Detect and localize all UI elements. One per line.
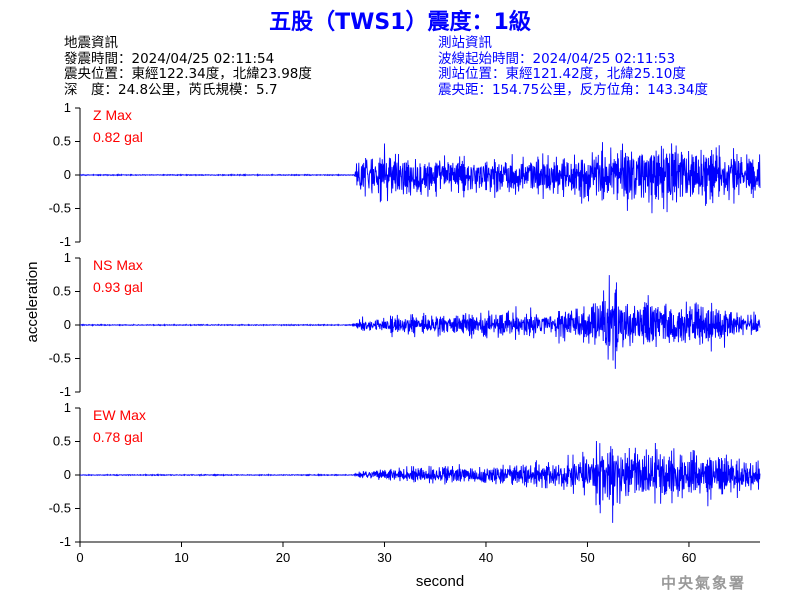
station-info: 測站資訊 波線起始時間：2024/04/25 02:11:53 測站位置：東經1… (438, 36, 708, 98)
y-tick-label: 0 (64, 167, 71, 182)
waveform-trace-1 (79, 275, 761, 369)
x-tick-label: 30 (377, 550, 391, 565)
x-tick-label: 60 (682, 550, 696, 565)
x-tick-label: 50 (580, 550, 594, 565)
epicenter: 震央位置：東經122.34度，北緯23.98度 (64, 66, 312, 82)
y-tick-label: 1 (64, 400, 71, 415)
waveform-trace-0 (79, 142, 761, 214)
y-tick-label: 1 (64, 100, 71, 115)
earthquake-info: 地震資訊 發震時間：2024/04/25 02:11:54 震央位置：東經122… (64, 36, 312, 98)
y-tick-label: 0.5 (53, 134, 71, 149)
series-name-label: NS Max (93, 257, 143, 273)
y-tick-label: -0.5 (49, 351, 71, 366)
y-tick-label: -1 (59, 234, 71, 249)
depth-magnitude: 深 度：24.8公里，芮氏規模：5.7 (64, 81, 278, 98)
series-name-label: Z Max (93, 107, 132, 123)
series-max-value: 0.78 gal (93, 429, 143, 445)
waveform-trace-2 (79, 441, 761, 523)
series-max-value: 0.82 gal (93, 129, 143, 145)
x-tick-label: 40 (479, 550, 493, 565)
y-tick-label: -0.5 (49, 201, 71, 216)
series-name-label: EW Max (93, 407, 146, 423)
y-tick-label: 0.5 (53, 284, 71, 299)
chart-title: 五股（TWS1）震度：1級 (269, 10, 531, 35)
arrival-time: 波線起始時間：2024/04/25 02:11:53 (438, 50, 676, 67)
x-tick-label: 0 (76, 550, 83, 565)
distance-azimuth: 震央距：154.75公里，反方位角：143.34度 (438, 81, 708, 98)
station-location: 測站位置：東經121.42度，北緯25.10度 (438, 66, 686, 82)
origin-time: 發震時間：2024/04/25 02:11:54 (64, 50, 275, 67)
x-tick-label: 10 (174, 550, 188, 565)
x-tick-label: 20 (276, 550, 290, 565)
earthquake-info-heading: 地震資訊 (64, 35, 118, 51)
x-axis-label: second (416, 573, 464, 590)
y-tick-label: 0 (64, 317, 71, 332)
credit-text: 中央氣象署 (660, 574, 746, 592)
series-max-value: 0.93 gal (93, 279, 143, 295)
y-tick-label: 1 (64, 250, 71, 265)
station-info-heading: 測站資訊 (438, 35, 492, 51)
y-tick-label: 0 (64, 467, 71, 482)
y-axis-label: acceleration (24, 262, 41, 343)
y-tick-label: -0.5 (49, 501, 71, 516)
y-tick-label: -1 (59, 534, 71, 549)
y-tick-label: -1 (59, 384, 71, 399)
y-tick-label: 0.5 (53, 434, 71, 449)
